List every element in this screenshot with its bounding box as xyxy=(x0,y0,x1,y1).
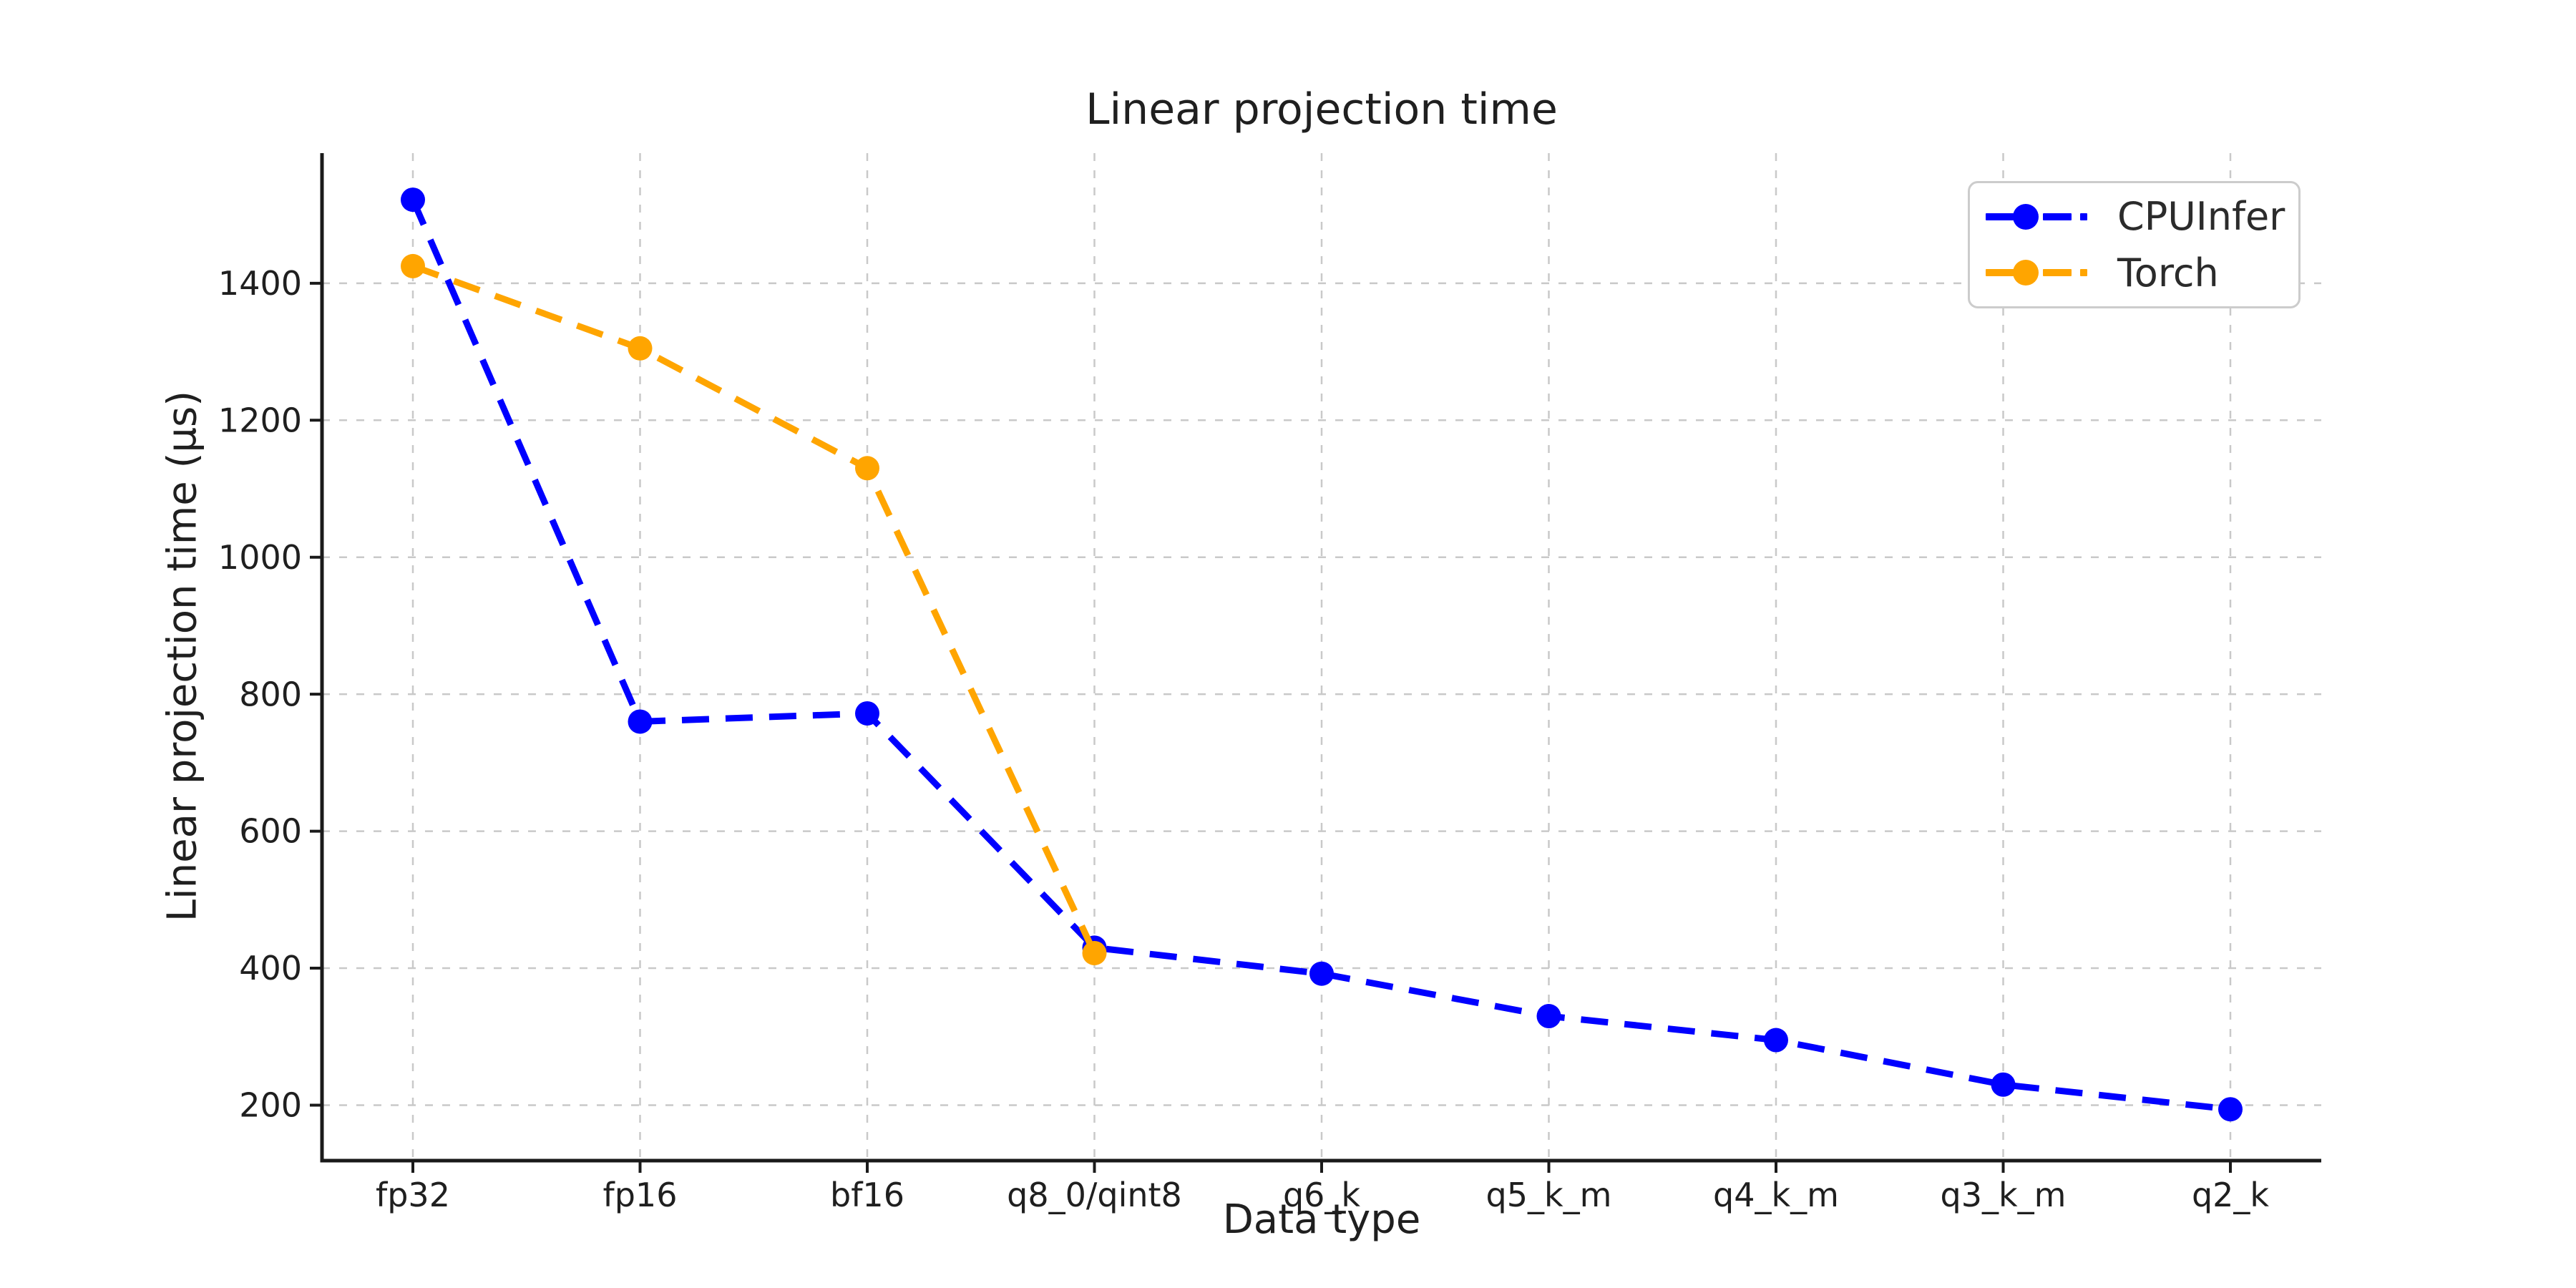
x-tick-label: fp32 xyxy=(376,1176,450,1214)
x-axis-ticks: fp32 fp16 bf16 q8_0/qint8 q6_k q5_k_m q4_k_m q3… xyxy=(376,1161,2269,1214)
series-torch xyxy=(401,253,1107,965)
data-point-cpuinfer xyxy=(1536,1004,1561,1029)
legend-line-marker-swatch-torch xyxy=(1986,260,2092,286)
legend-label-cpuinfer: CPUInfer xyxy=(2117,194,2285,240)
y-tick-label: 1000 xyxy=(218,538,302,577)
y-axis-ticks: 200 400 600 800 1000 1200 1400 xyxy=(218,264,322,1125)
x-tick-label: q5_k_m xyxy=(1486,1176,1612,1214)
legend-line-marker-swatch-cpuinfer xyxy=(1986,203,2092,230)
y-tick-label: 600 xyxy=(239,812,302,851)
series-cpuinfer xyxy=(401,187,2243,1122)
y-tick-label: 1400 xyxy=(218,264,302,303)
y-axis-label: Linear projection time (µs) xyxy=(159,390,206,922)
data-point-cpuinfer xyxy=(1764,1028,1788,1053)
data-point-torch xyxy=(401,253,425,278)
x-tick-label: q8_0/qint8 xyxy=(1007,1176,1182,1214)
legend: CPUInfer Torch xyxy=(1968,181,2301,308)
data-point-cpuinfer xyxy=(401,187,425,213)
data-point-cpuinfer xyxy=(1991,1072,2016,1097)
x-gridlines xyxy=(411,153,2232,1161)
data-point-cpuinfer xyxy=(855,701,879,726)
legend-item-cpuinfer: CPUInfer xyxy=(1986,194,2298,239)
x-tick-label: q4_k_m xyxy=(1713,1176,1839,1214)
x-tick-label: bf16 xyxy=(830,1176,904,1214)
y-tick-label: 800 xyxy=(239,675,302,713)
data-point-cpuinfer xyxy=(2218,1097,2243,1122)
data-point-cpuinfer xyxy=(1309,961,1334,986)
legend-label-torch: Torch xyxy=(2117,250,2219,296)
x-axis-label: Data type xyxy=(1222,1196,1421,1243)
data-point-torch xyxy=(628,336,653,361)
legend-item-torch: Torch xyxy=(1986,250,2298,296)
data-point-torch xyxy=(855,456,879,481)
series-line-torch xyxy=(411,263,1098,955)
y-tick-label: 1200 xyxy=(218,401,302,439)
series-line-cpuinfer xyxy=(409,198,2231,1113)
data-point-torch xyxy=(1082,940,1107,965)
x-tick-label: q6_k xyxy=(1283,1176,1360,1214)
data-point-cpuinfer xyxy=(628,709,653,734)
x-tick-label: q3_k_m xyxy=(1941,1176,2067,1214)
x-tick-label: fp16 xyxy=(603,1176,678,1214)
y-tick-label: 400 xyxy=(239,949,302,987)
chart-title: Linear projection time xyxy=(1085,84,1558,135)
x-tick-label: q2_k xyxy=(2192,1176,2269,1214)
y-tick-label: 200 xyxy=(239,1086,302,1125)
